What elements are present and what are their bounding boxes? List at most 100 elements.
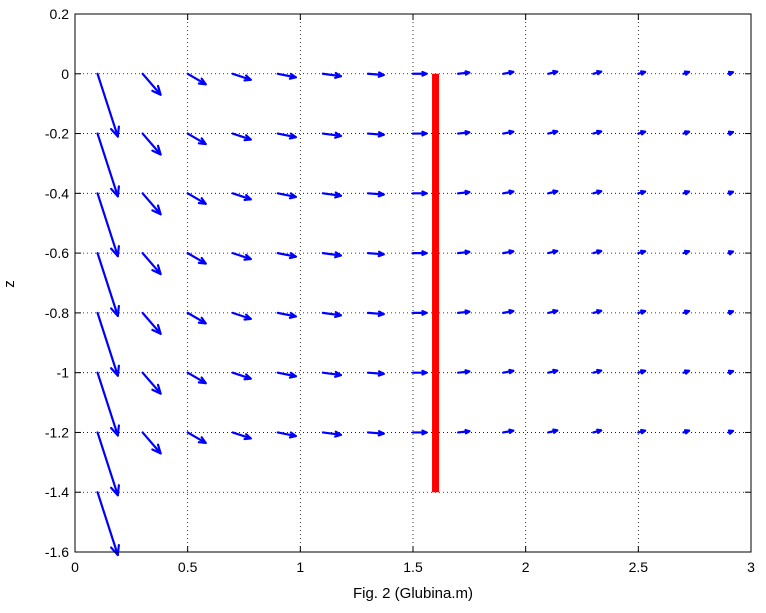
arrow-shaft (141, 371, 162, 395)
arrow-shaft (96, 431, 119, 497)
vector-arrow (502, 69, 515, 76)
x-tick-labels: 0 0.5 1 1.5 2 2.5 3 (71, 559, 755, 575)
arrow-shaft (186, 371, 207, 385)
x-tick-label: 1 (296, 559, 304, 575)
arrow-head (464, 70, 471, 76)
vector-arrow (231, 252, 252, 261)
vector-arrow (727, 70, 735, 77)
arrow-shaft (276, 431, 297, 438)
vector-arrow (276, 311, 297, 319)
y-tick-labels: 0.2 0 -0.2 -0.4 -0.6 -0.8 -1 -1.2 -1.4 -1.6 (45, 6, 69, 560)
vector-arrow (727, 369, 735, 375)
vector-arrow (682, 130, 691, 136)
arrow-head (596, 249, 603, 255)
arrow-head (421, 190, 428, 197)
arrow-head (421, 70, 428, 77)
vector-arrow (186, 192, 207, 205)
vector-arrow (141, 132, 162, 156)
vector-arrow (456, 130, 471, 136)
arrow-head (197, 77, 207, 86)
vector-arrow (456, 249, 471, 256)
y-tick-label: -1.4 (45, 484, 69, 500)
arrow-shaft (276, 252, 297, 258)
arrow-shaft (141, 72, 162, 96)
y-tick-label: -1.2 (45, 424, 69, 440)
vector-arrow (231, 371, 252, 381)
arrow-head (377, 430, 385, 437)
vector-arrow (592, 129, 603, 136)
arrow-head (288, 72, 297, 80)
vector-arrow (141, 371, 162, 395)
ticks (74, 13, 752, 553)
arrow-shaft (141, 132, 162, 156)
arrow-head (197, 197, 207, 205)
vector-arrow (96, 132, 120, 198)
vector-arrow (547, 69, 559, 76)
y-tick-label: 0 (61, 66, 69, 82)
vector-arrow (186, 252, 207, 265)
arrow-head (421, 309, 428, 316)
vector-arrow (502, 368, 515, 375)
arrow-head (508, 309, 515, 315)
arrow-head (683, 70, 691, 76)
arrow-head (596, 309, 603, 315)
arrow-head (110, 484, 120, 497)
arrow-shaft (186, 311, 207, 325)
vector-arrow (637, 428, 647, 435)
arrow-head (243, 134, 252, 142)
arrow-head (640, 428, 647, 435)
vector-arrow (411, 130, 428, 137)
vector-arrow (321, 430, 342, 438)
arrow-head (552, 69, 559, 76)
vector-arrow (366, 71, 385, 78)
arrow-head (727, 190, 735, 196)
arrow-head (464, 369, 471, 375)
arrow-head (151, 443, 162, 455)
arrow-head (421, 429, 428, 436)
arrow-shaft (186, 431, 207, 445)
vector-arrow (502, 129, 515, 136)
vector-arrow (231, 192, 252, 202)
vector-arrow (502, 309, 515, 315)
arrow-shaft (321, 371, 342, 377)
arrow-head (508, 129, 515, 136)
arrow-shaft (231, 252, 252, 261)
arrow-head (640, 369, 647, 375)
arrow-head (334, 71, 342, 79)
vector-arrow (547, 428, 559, 434)
arrow-shaft (186, 132, 207, 146)
vector-arrow (276, 252, 297, 260)
arrow-head (197, 316, 207, 325)
vector-arrow (96, 72, 120, 138)
vector-arrow (727, 429, 735, 435)
vector-arrow (96, 192, 120, 258)
arrow-shaft (141, 192, 162, 216)
vector-arrow (411, 429, 428, 436)
x-tick-label: 3 (747, 559, 755, 575)
arrow-shaft (321, 252, 342, 257)
vector-arrow (141, 431, 162, 455)
arrow-head (334, 430, 342, 438)
vector-arrow (276, 431, 297, 439)
arrow-shaft (276, 311, 297, 318)
vector-arrow (366, 190, 385, 198)
arrow-head (243, 313, 252, 321)
vector-arrow (141, 311, 162, 335)
arrow-head (243, 433, 252, 441)
arrow-head (151, 204, 162, 216)
vector-arrow (96, 371, 120, 437)
arrow-head (377, 131, 385, 138)
arrow-head (421, 130, 428, 137)
arrow-shaft (231, 431, 252, 440)
arrow-shaft (96, 132, 119, 198)
y-tick-label: -1 (57, 365, 70, 381)
vector-arrow (502, 249, 515, 255)
arrow-head (110, 364, 120, 377)
vector-arrow (592, 368, 603, 375)
arrow-shaft (276, 371, 297, 378)
vector-arrow (727, 190, 735, 196)
arrow-head (727, 369, 735, 375)
vector-arrow (366, 430, 385, 437)
vector-arrow (727, 250, 735, 256)
vector-arrow (637, 70, 647, 76)
